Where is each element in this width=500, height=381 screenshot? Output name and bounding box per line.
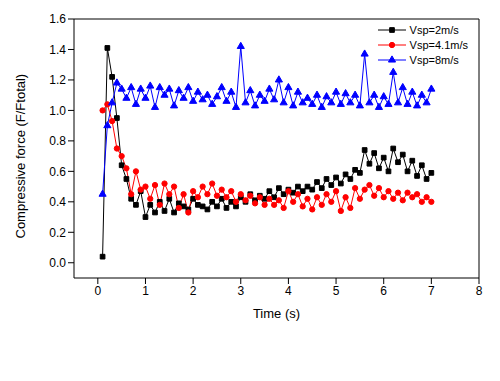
svg-text:0.6: 0.6 [49,165,66,179]
svg-text:1: 1 [142,284,149,298]
html-text:Vsp=4.1m/s: Vsp=4.1m/s [409,38,468,51]
svg-text:4: 4 [285,284,292,298]
svg-text:0: 0 [94,284,101,298]
svg-text:0.2: 0.2 [49,226,66,240]
svg-text:6: 6 [380,284,387,298]
svg-text:5: 5 [333,284,340,298]
html-text:Vsp=2m/s: Vsp=2m/s [409,23,459,36]
svg-text:0.8: 0.8 [49,134,66,148]
svg-text:1.2: 1.2 [49,73,66,87]
svg-text:Time (s): Time (s) [253,306,300,321]
svg-text:1.4: 1.4 [49,43,66,57]
svg-text:0.0: 0.0 [49,256,66,270]
svg-text:0.4: 0.4 [49,195,66,209]
svg-text:2: 2 [190,284,197,298]
svg-text:8: 8 [476,284,483,298]
html-text:Vsp=8m/s: Vsp=8m/s [409,53,459,66]
svg-text:3: 3 [237,284,244,298]
svg-text:Compressive force (F/Ftotal): Compressive force (F/Ftotal) [13,74,28,239]
svg-text:1.0: 1.0 [49,104,66,118]
svg-text:1.6: 1.6 [49,12,66,26]
svg-text:7: 7 [428,284,435,298]
